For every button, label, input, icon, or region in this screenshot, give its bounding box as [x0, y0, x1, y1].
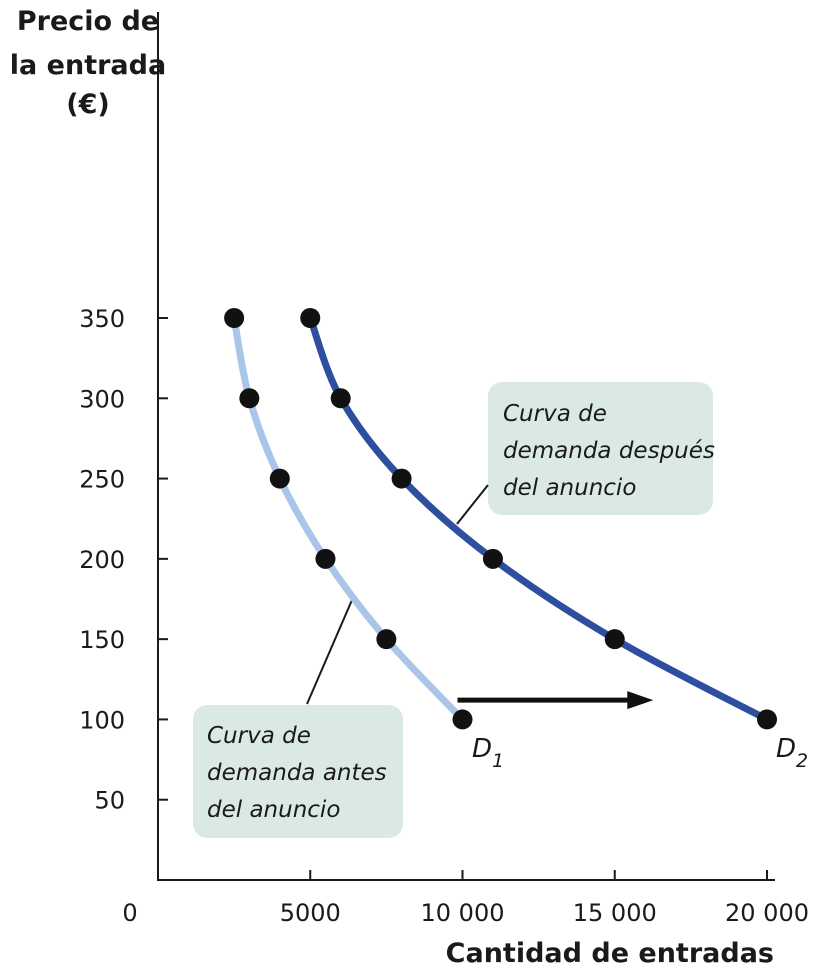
curve-label-d2-name: D	[776, 734, 796, 764]
leader-line-d1	[306, 599, 353, 705]
demand-curve-d2	[306, 314, 771, 723]
data-point-d2-350	[300, 308, 321, 328]
y-tick-label-100: 100	[79, 706, 125, 734]
y-ticks: 50 100 150 200 250 300 350	[79, 305, 168, 815]
y-tick-label-150: 150	[79, 626, 125, 654]
curve-label-d2-sub: 2	[796, 750, 808, 772]
curve-label-d1-name: D	[472, 734, 492, 764]
demand-curves	[230, 314, 771, 723]
leader-line-d2	[456, 484, 489, 525]
y-tick-label-350: 350	[79, 305, 125, 333]
shift-arrow-head	[627, 691, 654, 710]
data-point-d2-250	[391, 468, 412, 489]
data-point-d1-300	[239, 388, 260, 409]
note-box-d2	[488, 382, 713, 515]
x-tick-label-15000: 15 000	[573, 899, 657, 927]
data-point-d2-100	[757, 709, 777, 730]
y-tick-label-250: 250	[79, 466, 125, 494]
note-box-d1	[193, 705, 403, 838]
data-point-d2-200	[482, 548, 503, 569]
data-points	[224, 308, 777, 730]
data-point-d2-300	[330, 388, 351, 409]
data-point-d2-150	[604, 629, 625, 650]
x-tick-label-5000: 5000	[280, 899, 341, 927]
data-point-d1-200	[315, 548, 336, 569]
data-point-d1-250	[269, 468, 290, 489]
note-d1-line-3: del anuncio	[207, 797, 340, 823]
data-point-d1-350	[224, 308, 245, 328]
curve-label-d1: D1	[472, 734, 504, 772]
note-d2-line-1: Curva de	[503, 401, 607, 427]
curve-label-d1-sub: 1	[492, 750, 504, 772]
note-d2-line-3: del anuncio	[503, 475, 636, 501]
origin-label: 0	[122, 899, 137, 927]
x-ticks: 5000 10 000 15 000 20 000	[280, 870, 809, 927]
note-d2-line-2: demanda después	[503, 438, 715, 464]
y-axis-title-line-3: (€)	[66, 89, 109, 120]
x-tick-label-10000: 10 000	[421, 899, 505, 927]
y-axis-title-line-1: Precio de	[17, 6, 159, 37]
x-tick-label-20000: 20 000	[725, 899, 809, 927]
demand-curve-d1	[230, 314, 466, 723]
y-tick-label-50: 50	[94, 787, 125, 815]
y-axis-title-line-2: la entrada	[10, 50, 166, 81]
note-d1-line-1: Curva de	[207, 723, 311, 749]
note-d1-line-2: demanda antes	[207, 760, 387, 786]
data-point-d1-100	[452, 709, 473, 730]
y-tick-label-300: 300	[79, 385, 125, 413]
curve-label-d2: D2	[776, 734, 808, 772]
data-point-d1-150	[376, 629, 397, 650]
x-axis-title: Cantidad de entradas	[446, 938, 774, 969]
shift-arrow	[457, 691, 654, 710]
y-tick-label-200: 200	[79, 546, 125, 574]
